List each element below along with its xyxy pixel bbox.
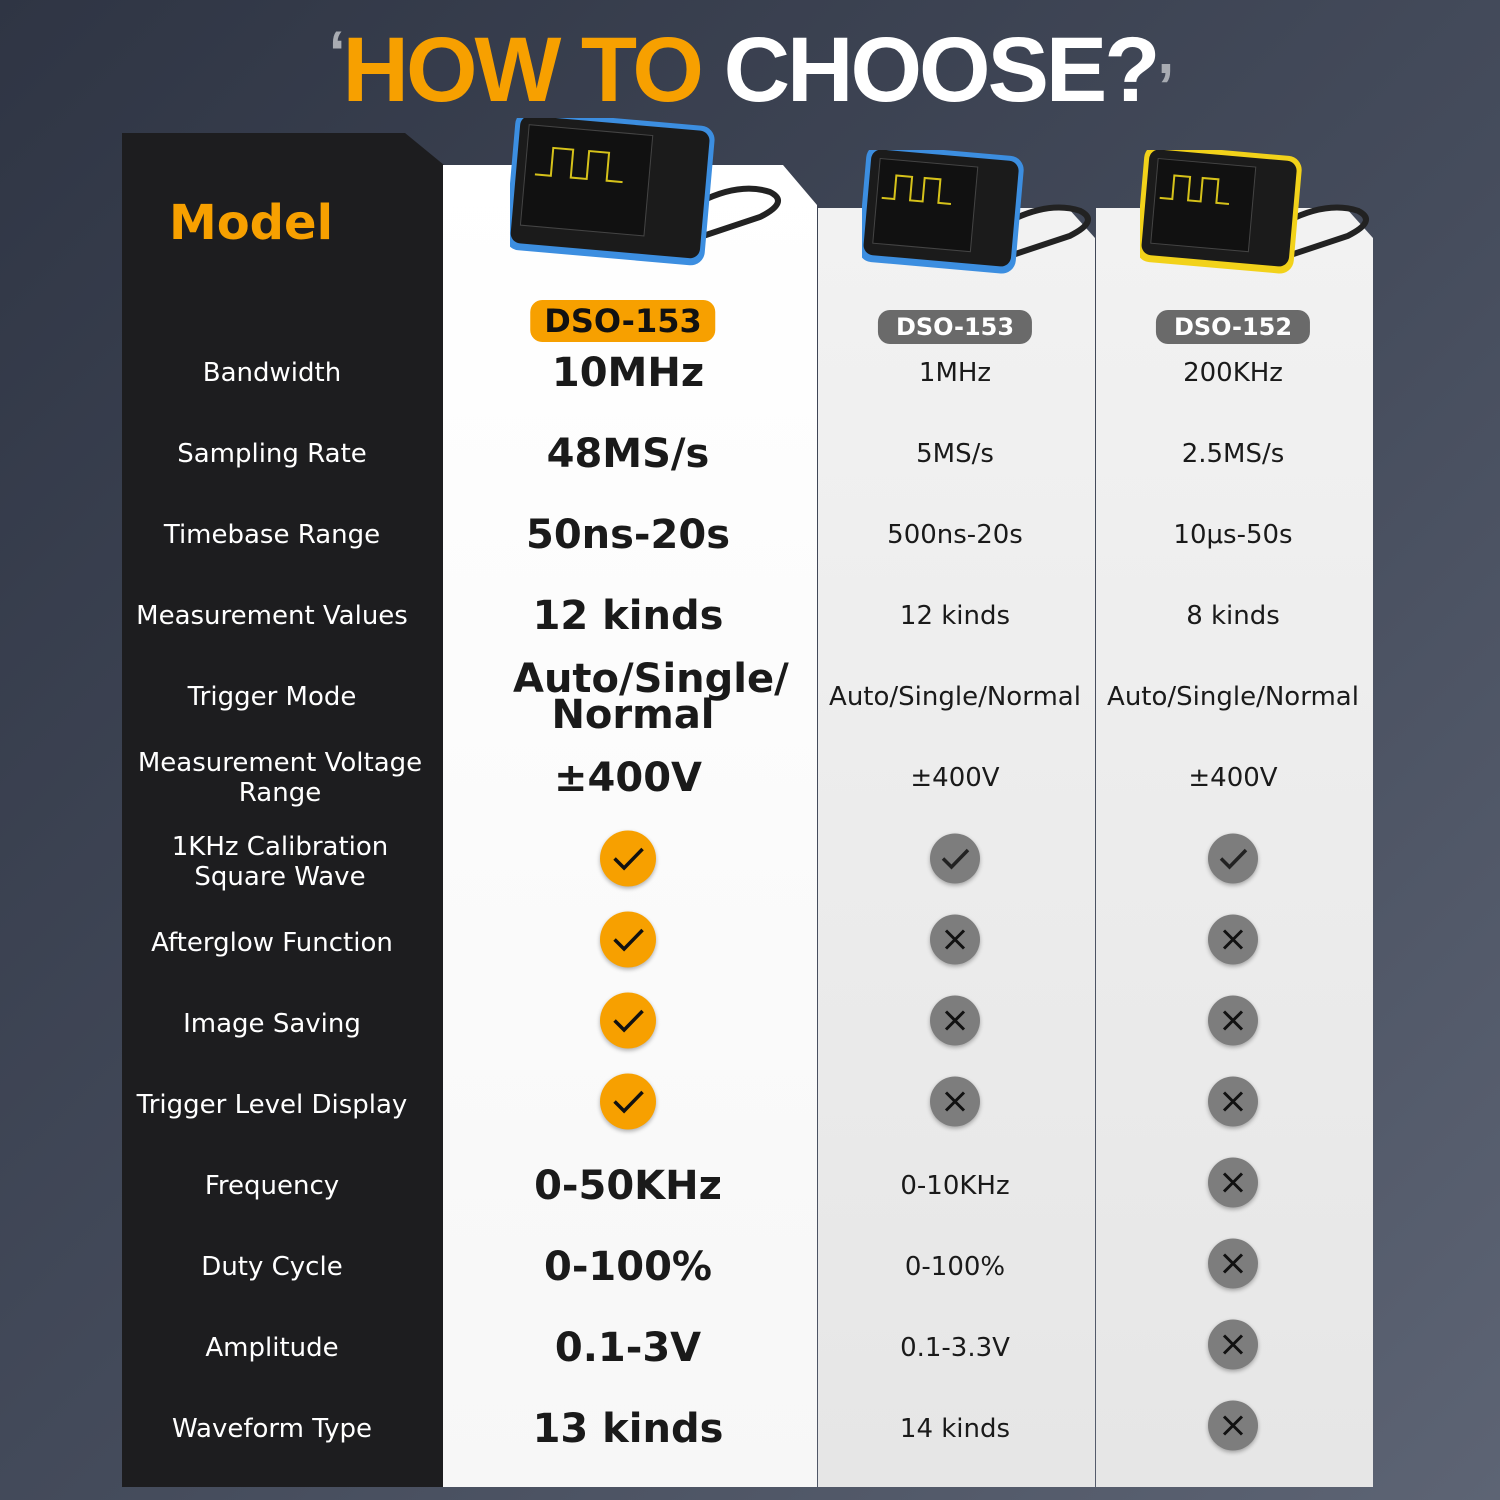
row-label: Bandwidth	[202, 358, 342, 388]
model-badge: DSO-153	[877, 310, 1033, 344]
feature-unsupported	[818, 914, 1092, 972]
row-label: Trigger Mode	[187, 682, 357, 712]
spec-value: 0-50KHz	[534, 1163, 722, 1209]
spec-value: 500ns-20s	[887, 520, 1023, 550]
oscilloscope-image	[505, 110, 800, 278]
check-icon	[930, 833, 980, 884]
row-label: Amplitude	[205, 1333, 339, 1363]
spec-value: 8 kinds	[1186, 601, 1280, 631]
feature-supported	[818, 833, 1092, 891]
cross-icon	[930, 995, 980, 1046]
spec-value: 0-10KHz	[900, 1171, 1010, 1201]
feature-supported	[443, 1073, 813, 1137]
row-label: Duty Cycle	[201, 1252, 343, 1282]
feature-unsupported	[1096, 995, 1370, 1053]
row-label: Image Saving	[183, 1009, 361, 1039]
spec-value: ±400V	[554, 755, 702, 801]
model-column-1	[443, 165, 817, 1487]
spec-value: 10MHz	[551, 350, 705, 396]
row-label: Afterglow Function	[151, 928, 393, 958]
spec-value: 2.5MS/s	[1181, 439, 1285, 469]
cross-icon	[930, 1076, 980, 1127]
model-badge: DSO-153	[530, 300, 716, 342]
spec-value: 13 kinds	[532, 1406, 724, 1452]
cross-icon	[1208, 995, 1258, 1046]
spec-value: 0-100%	[543, 1244, 712, 1290]
feature-supported	[443, 830, 813, 894]
spec-value: Auto/Single/ Normal	[513, 656, 789, 738]
spec-value: 12 kinds	[899, 601, 1011, 631]
cross-icon	[1208, 1076, 1258, 1127]
row-label: Frequency	[204, 1171, 340, 1201]
feature-unsupported	[818, 995, 1092, 1053]
row-label: Timebase Range	[163, 520, 381, 550]
oscilloscope-image	[858, 144, 1110, 288]
feature-supported	[1096, 833, 1370, 891]
spec-value: Auto/Single/Normal	[829, 682, 1081, 712]
spec-value: 200KHz	[1183, 358, 1283, 388]
spec-value: 10μs-50s	[1173, 520, 1293, 550]
row-label: Trigger Level Display	[136, 1090, 408, 1120]
page-title: ‘HOW TO CHOOSE?,	[328, 19, 1174, 121]
feature-unsupported	[1096, 914, 1370, 972]
row-label: Sampling Rate	[177, 439, 367, 469]
spec-value: 14 kinds	[899, 1414, 1011, 1444]
check-icon	[600, 1073, 656, 1130]
spec-value: 5MS/s	[916, 439, 994, 469]
cross-icon	[1208, 1157, 1258, 1208]
spec-value: ±400V	[910, 763, 1000, 793]
check-icon	[600, 911, 656, 968]
check-icon	[600, 992, 656, 1049]
row-label: 1KHz Calibration Square Wave	[171, 832, 389, 892]
spec-value: 50ns-20s	[525, 512, 731, 558]
model-badge: DSO-152	[1155, 310, 1311, 344]
feature-unsupported	[1096, 1238, 1370, 1296]
row-label: Measurement Voltage Range	[137, 748, 423, 808]
cross-icon	[1208, 914, 1258, 965]
row-label: Measurement Values	[136, 601, 408, 631]
feature-unsupported	[1096, 1157, 1370, 1215]
feature-unsupported	[818, 1076, 1092, 1134]
spec-value: 1MHz	[918, 358, 992, 388]
spec-value: Auto/Single/Normal	[1107, 682, 1359, 712]
spec-value: 0.1-3V	[554, 1325, 702, 1371]
cross-icon	[1208, 1319, 1258, 1370]
feature-unsupported	[1096, 1076, 1370, 1134]
model-heading: Model	[168, 195, 334, 251]
spec-value: 0-100%	[904, 1252, 1006, 1282]
label-column	[122, 133, 444, 1487]
oscilloscope-image	[1136, 144, 1388, 288]
feature-supported	[443, 992, 813, 1056]
spec-value: 48MS/s	[546, 431, 710, 477]
row-label: Waveform Type	[172, 1414, 372, 1444]
cross-icon	[1208, 1400, 1258, 1451]
cross-icon	[930, 914, 980, 965]
spec-value: 0.1-3.3V	[900, 1333, 1010, 1363]
check-icon	[1208, 833, 1258, 884]
feature-unsupported	[1096, 1319, 1370, 1377]
check-icon	[600, 830, 656, 887]
spec-value: 12 kinds	[532, 593, 724, 639]
feature-supported	[443, 911, 813, 975]
spec-value: ±400V	[1188, 763, 1278, 793]
feature-unsupported	[1096, 1400, 1370, 1458]
cross-icon	[1208, 1238, 1258, 1289]
